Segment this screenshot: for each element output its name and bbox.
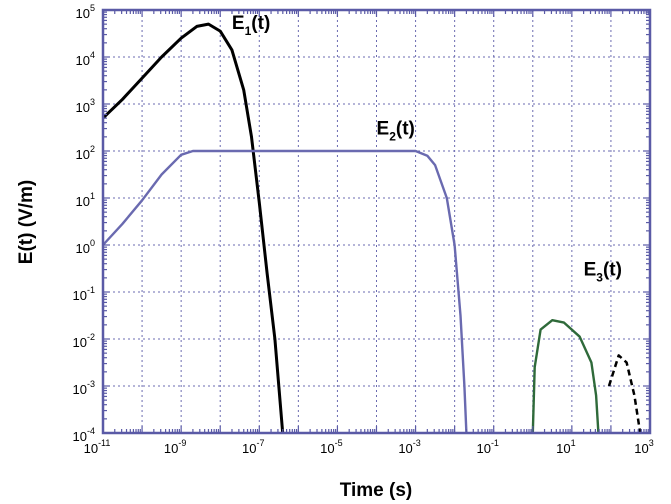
x-tick-label: 10-3 <box>398 438 420 456</box>
series-label-2: E2(t) <box>377 119 415 144</box>
series-label-1: E1(t) <box>232 13 270 38</box>
x-tick-label: 103 <box>634 438 653 456</box>
y-tick-label: 10-1 <box>73 285 95 303</box>
y-tick-label: 101 <box>76 191 95 209</box>
x-tick-label: 10-5 <box>320 438 342 456</box>
x-tick-label: 101 <box>556 438 575 456</box>
series-line-3 <box>533 320 599 433</box>
x-tick-label: 10-1 <box>476 438 498 456</box>
series-group <box>103 24 640 433</box>
series-line-1 <box>103 24 283 433</box>
y-axis-title: E(t) (V/m) <box>16 180 37 264</box>
series-label-3: E3(t) <box>584 260 622 285</box>
y-tick-label: 10-2 <box>73 332 95 350</box>
y-tick-label: 10-3 <box>73 379 95 397</box>
x-tick-label: 10-9 <box>164 438 186 456</box>
axis-ticks: 10-11 10-9 10-7 10-5 10-3 10-1 101 10310-410-31… <box>73 3 654 456</box>
y-tick-label: 104 <box>76 50 95 68</box>
grid-lines <box>103 10 650 433</box>
x-tick-label: 10-11 <box>84 438 111 456</box>
y-tick-label: 105 <box>76 3 95 21</box>
series-labels: E1(t) E2(t) E3(t) <box>232 13 622 285</box>
series-line-4 <box>609 355 640 433</box>
y-tick-label: 102 <box>76 144 95 162</box>
y-tick-label: 100 <box>76 238 95 256</box>
y-tick-label: 103 <box>76 97 95 115</box>
x-tick-label: 10-7 <box>242 438 264 456</box>
x-axis-title: Time (s) <box>340 480 413 501</box>
